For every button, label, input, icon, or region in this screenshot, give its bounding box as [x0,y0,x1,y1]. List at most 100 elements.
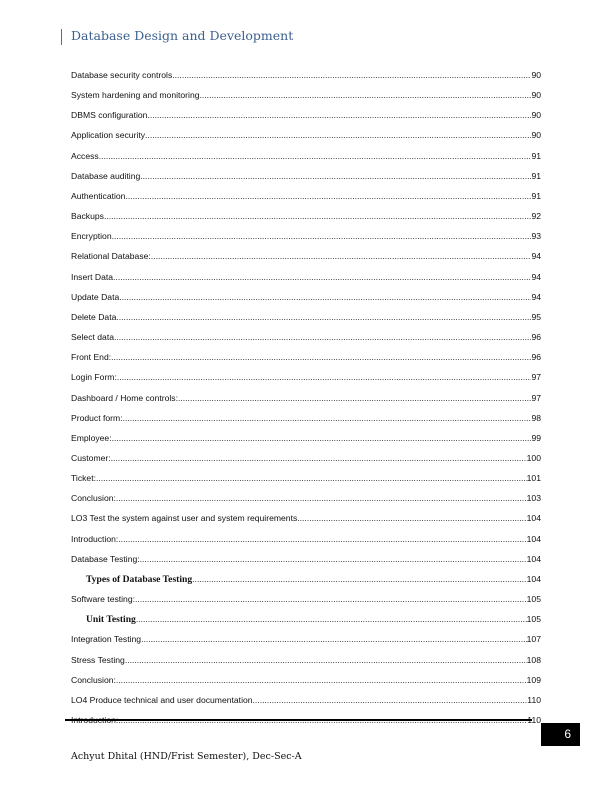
toc-leader-dots [123,413,532,423]
toc-entry[interactable]: Database security controls 90 [71,70,541,90]
toc-leader-dots [113,272,531,282]
toc-entry[interactable]: Delete Data 95 [71,312,541,332]
toc-leader-dots [125,655,527,665]
toc-entry[interactable]: Stress Testing 108 [71,655,541,675]
toc-entry[interactable]: Introduction: 104 [71,534,541,554]
toc-entry[interactable]: Software testing: 105 [71,594,541,614]
toc-leader-dots [116,675,527,685]
toc-entry[interactable]: System hardening and monitoring 90 [71,90,541,110]
toc-entry-label: LO4 Produce technical and user documenta… [71,694,253,705]
toc-entry[interactable]: Encryption 93 [71,231,541,251]
toc-entry-label: Relational Database: [71,251,151,262]
toc-entry-page: 105 [526,614,541,625]
toc-entry-label: LO3 Test the system against user and sys… [71,513,298,524]
toc-leader-dots [116,493,527,503]
toc-entry-page: 100 [526,452,541,463]
toc-entry-page: 90 [531,70,541,80]
toc-entry[interactable]: Conclusion: 109 [71,675,541,695]
footer-rule [65,719,532,721]
toc-entry-label: Encryption [71,231,112,242]
header-title: Database Design and Development [71,28,294,43]
toc-entry-page: 99 [531,432,541,443]
toc-leader-dots [112,433,532,443]
toc-entry-page: 94 [531,291,541,302]
footer-author: Achyut Dhital (HND/Frist Semester), Dec-… [71,751,302,762]
toc-entry-label: Unit Testing [86,614,136,626]
toc-entry-page: 108 [526,654,541,665]
toc-entry[interactable]: Relational Database: 94 [71,251,541,271]
toc-entry-page: 94 [531,271,541,282]
toc-entry-page: 96 [531,332,541,343]
toc-entry-label: System hardening and monitoring [71,90,200,101]
toc-entry-page: 107 [526,634,541,645]
toc-entry-page: 98 [531,412,541,423]
toc-entry-page: 104 [526,573,541,584]
toc-leader-dots [136,614,527,624]
toc-leader-dots [145,130,531,140]
toc-entry-label: Update Data [71,291,120,302]
toc-entry[interactable]: Database Testing: 104 [71,554,541,574]
toc-entry-label: Database auditing [71,170,141,181]
toc-entry[interactable]: Authentication 91 [71,191,541,211]
toc-entry-page: 103 [526,493,541,504]
toc-entry[interactable]: Product form: 98 [71,413,541,433]
toc-leader-dots [192,574,526,584]
toc-entry[interactable]: Types of Database Testing 104 [71,574,541,594]
header-accent-bar [61,29,62,45]
toc-entry[interactable]: Conclusion: 103 [71,493,541,513]
toc-leader-dots [117,372,532,382]
toc-leader-dots [112,231,532,241]
toc-entry-page: 104 [526,513,541,524]
toc-entry[interactable]: DBMS configuration 90 [71,110,541,130]
toc-entry[interactable]: Front End: 96 [71,352,541,372]
toc-leader-dots [297,513,526,523]
toc-entry[interactable]: Update Data 94 [71,292,541,312]
toc-leader-dots [253,695,528,705]
toc-entry[interactable]: Application security 90 [71,130,541,150]
toc-leader-dots [135,594,527,604]
toc-entry-page: 97 [531,372,541,383]
toc-leader-dots [178,393,531,403]
toc-entry-label: Types of Database Testing [86,573,193,585]
toc-entry[interactable]: Select data 96 [71,332,541,352]
toc-entry[interactable]: LO3 Test the system against user and sys… [71,513,541,533]
toc-entry-label: Insert Data [71,271,114,282]
toc-entry[interactable]: Insert Data 94 [71,272,541,292]
toc-leader-dots [114,332,531,342]
toc-leader-dots [147,110,531,120]
toc-entry-label: Front End: [71,352,112,363]
toc-leader-dots [125,191,531,201]
toc-entry-page: 105 [526,594,541,605]
toc-entry[interactable]: LO4 Produce technical and user documenta… [71,695,541,715]
toc-leader-dots [111,352,531,362]
toc-entry[interactable]: Employee: 99 [71,433,541,453]
toc-entry-page: 90 [531,90,541,101]
toc-entry-label: Backups [71,211,104,222]
toc-entry[interactable]: Login Form: 97 [71,372,541,392]
toc-entry-label: Delete Data [71,311,117,322]
toc-entry[interactable]: Customer: 100 [71,453,541,473]
toc-entry-label: Customer: [71,452,111,463]
toc-entry-label: Access [71,150,99,161]
toc-entry[interactable]: Ticket: 101 [71,473,541,493]
toc-entry-page: 90 [531,130,541,141]
toc-entry[interactable]: Dashboard / Home controls: 97 [71,393,541,413]
toc-entry[interactable]: Access 91 [71,151,541,171]
toc-entry-page: 94 [531,251,541,262]
toc-entry[interactable]: Database auditing 91 [71,171,541,191]
toc-entry-label: Ticket: [71,473,96,484]
toc-entry[interactable]: Backups 92 [71,211,541,231]
toc-entry-label: Product form: [71,412,123,423]
toc-entry-label: Authentication [71,190,126,201]
toc-entry-label: Software testing: [71,594,136,605]
toc-entry[interactable]: Unit Testing 105 [71,614,541,634]
toc-leader-dots [119,292,531,302]
toc-entry-label: Select data [71,332,114,343]
toc-leader-dots [118,534,526,544]
toc-entry[interactable]: Integration Testing 107 [71,634,541,654]
toc-leader-dots [151,251,532,261]
toc-entry-page: 97 [531,392,541,403]
toc-entry-page: 95 [531,311,541,322]
toc-entry-label: Database Testing: [71,553,140,564]
toc-entry-page: 101 [526,473,541,484]
